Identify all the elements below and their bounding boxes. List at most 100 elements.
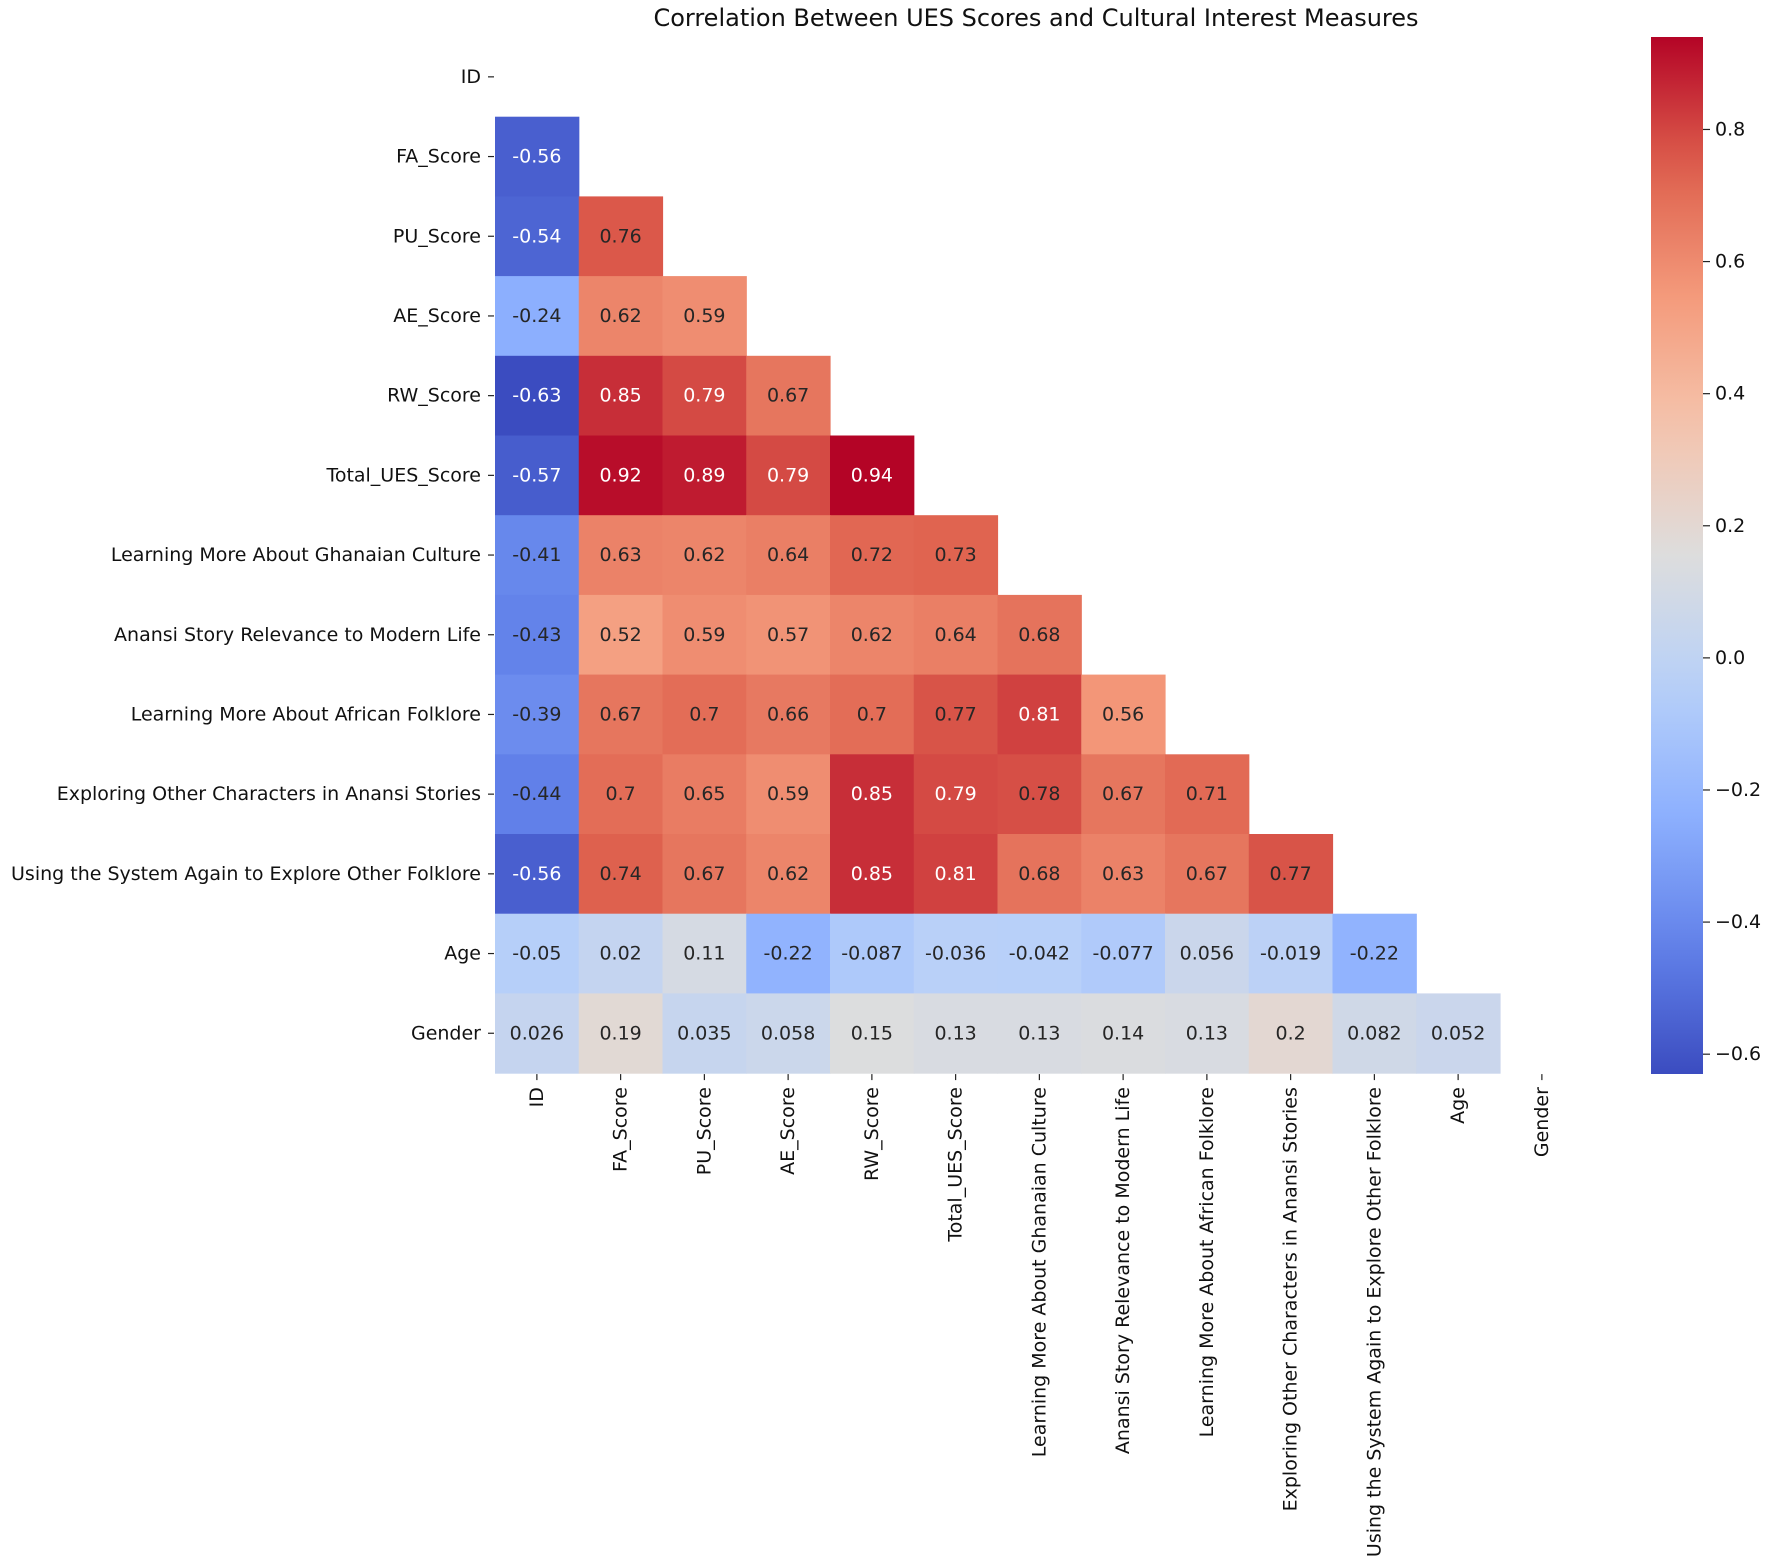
cell-value-label: 0.89 [683,464,725,486]
cell-value-label: 0.62 [599,305,641,327]
colorbar-tick-label: −0.4 [1715,911,1761,933]
heatmap-cell [746,754,831,835]
heatmap-cell [913,913,999,994]
cell-value-label: 0.13 [934,1022,976,1044]
cell-value-label: -0.036 [925,943,986,965]
cell-value-label: 0.77 [1269,863,1311,885]
cell-value-label: 0.79 [767,464,809,486]
cell-value-label: 0.67 [1102,783,1144,805]
cell-value-label: -0.22 [764,943,813,965]
cell-value-label: -0.39 [512,703,561,725]
heatmap-cell [830,594,915,676]
cell-value-label: 0.94 [851,464,893,486]
heatmap-cell [830,674,915,755]
heatmap-cell [830,515,915,596]
cell-value-label: 0.63 [599,544,641,566]
cell-value-label: -0.24 [512,305,561,327]
colorbar-tick-label: 0.2 [1715,515,1745,537]
cell-value-label: 0.64 [934,624,976,646]
heatmap-cell [495,196,580,277]
cell-value-label: 0.85 [851,783,893,805]
heatmap-cell [1165,913,1250,994]
heatmap-cell [495,116,580,197]
cell-value-label: 0.74 [599,863,641,885]
y-tick-label: AE_Score [393,305,481,327]
x-tick-label: Learning More About Ghanaian Culture [1028,1087,1050,1457]
heatmap-cell [746,674,831,755]
heatmap-cell [1081,993,1166,1074]
cell-value-label: 0.79 [683,385,725,407]
y-tick-label: ID [461,66,481,88]
colorbar-ticks: −0.6 −0.4 −0.2 0.0 0.2 0.4 0.6 0.8 [1703,118,1761,1065]
y-tick-label: Total_UES_Score [325,464,481,486]
cell-value-label: 0.052 [1431,1022,1485,1044]
heatmap-cell [1165,754,1250,835]
cell-value-label: 0.2 [1276,1022,1306,1044]
colorbar-tick-label: −0.6 [1715,1043,1761,1065]
heatmap-cell [1165,834,1250,915]
heatmap-cell [913,993,999,1074]
cell-value-label: -0.077 [1093,943,1154,965]
cell-value-label: -0.56 [512,146,561,168]
heatmap-cell [662,913,747,994]
heatmap-cell [997,913,1082,994]
x-tick-label: PU_Score [693,1087,715,1175]
cell-value-label: -0.019 [1260,943,1321,965]
heatmap-cell [578,754,664,835]
heatmap-cell [1416,993,1501,1074]
heatmap-cell [662,276,747,357]
colorbar-tick-label: 0.6 [1715,251,1745,273]
cell-value-label: 0.7 [689,703,719,725]
heatmap-cell [1081,754,1166,835]
cell-value-label: -0.43 [512,624,561,646]
y-tick-label: Gender [411,1022,481,1044]
cell-value-label: -0.042 [1009,943,1070,965]
cell-value-label: 0.02 [599,943,641,965]
heatmap-cell [1332,993,1417,1074]
cell-value-label: 0.72 [851,544,893,566]
cell-value-label: 0.59 [767,783,809,805]
heatmap-cell [578,913,664,994]
heatmap-cell [495,754,580,835]
cell-value-label: 0.7 [606,783,636,805]
heatmap-cell [830,913,915,994]
cell-value-label: 0.082 [1347,1022,1401,1044]
heatmap-cell [913,674,999,755]
heatmap-cell [578,196,664,277]
cell-value-label: 0.81 [934,863,976,885]
colorbar [1651,37,1703,1074]
heatmap-cell [495,515,580,596]
cell-value-label: 0.19 [599,1022,641,1044]
heatmap-cell [578,435,664,516]
heatmap-cell [913,515,999,596]
cell-value-label: 0.67 [683,863,725,885]
cell-value-label: -0.44 [512,783,561,805]
y-axis-tick-labels: ID FA_Score PU_Score AE_Score RW_Score Total_… [11,66,494,1044]
heatmap-cell [662,515,747,596]
heatmap-cell [913,594,999,676]
cell-value-label: -0.57 [512,464,561,486]
x-tick-label: FA_Score [610,1087,632,1172]
heatmap-cell [746,594,831,676]
x-tick-label: Gender [1531,1087,1553,1157]
cell-value-label: 0.67 [767,385,809,407]
cell-value-label: -0.63 [512,385,561,407]
cell-value-label: 0.79 [934,783,976,805]
cell-value-label: 0.76 [599,225,641,247]
cell-value-label: 0.56 [1102,703,1144,725]
cell-value-label: 0.13 [1186,1022,1228,1044]
heatmap-cell [997,993,1082,1074]
heatmap-cell [578,993,664,1074]
cell-value-label: 0.7 [857,703,887,725]
heatmap-cell [1248,993,1334,1074]
y-tick-label: Age [444,943,481,965]
heatmap-cell [1332,913,1417,994]
heatmap-cell [662,594,747,676]
y-tick-label: FA_Score [396,146,481,168]
heatmap-cell [495,355,580,437]
y-tick-label: Learning More About Ghanaian Culture [111,544,481,566]
cell-value-label: 0.81 [1018,703,1060,725]
cell-value-label: -0.087 [841,943,902,965]
colorbar-tick-label: 0.4 [1715,383,1745,405]
